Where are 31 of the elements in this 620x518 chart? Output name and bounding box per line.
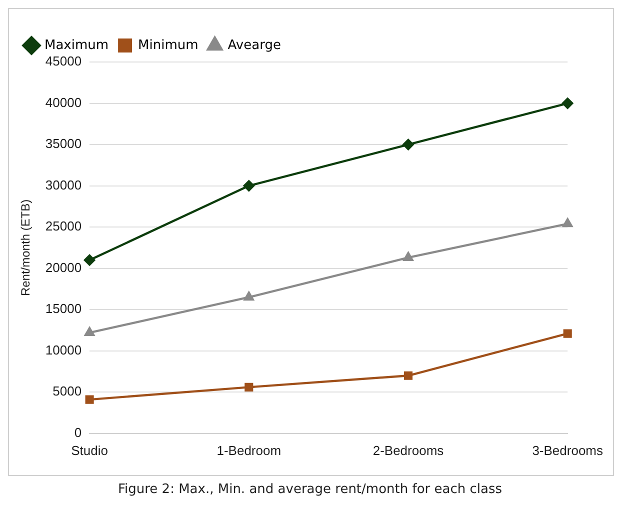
caption: Figure 2: Max., Min. and average rent/month for each class xyxy=(116,482,503,497)
point xyxy=(244,382,254,392)
x-tick-label: 3-Bedrooms xyxy=(532,442,604,458)
y-tick-label: 40000 xyxy=(45,94,82,110)
point xyxy=(244,292,254,301)
point xyxy=(85,395,94,404)
x-tick-label: 1-Bedroom xyxy=(216,442,282,458)
y-tick-label: 5000 xyxy=(52,384,82,399)
y-tick-label: 15000 xyxy=(45,301,82,316)
y-tick-label: 0 xyxy=(74,424,82,440)
y-tick-label: 10000 xyxy=(45,342,82,358)
point xyxy=(404,371,413,380)
y-axis-title: Rent/month (ETB) xyxy=(18,199,33,296)
point xyxy=(84,254,96,266)
y-tick-label: 35000 xyxy=(45,136,82,152)
legend-label: Maximum xyxy=(44,38,109,53)
y-tick-label: 45000 xyxy=(45,54,82,69)
x-tick-label: 2-Bedrooms xyxy=(372,442,444,458)
point xyxy=(563,329,572,338)
point xyxy=(243,180,254,192)
x-tick-label: Studio xyxy=(71,442,108,458)
point xyxy=(403,252,414,261)
legend-label: Avearge xyxy=(228,38,281,53)
y-tick-label: 20000 xyxy=(45,260,82,275)
point xyxy=(402,138,414,150)
point xyxy=(562,218,573,228)
y-tick-label: 30000 xyxy=(45,177,82,192)
point xyxy=(84,327,95,336)
legend-label: Minimum xyxy=(138,38,198,53)
y-tick-label: 25000 xyxy=(45,218,82,234)
point xyxy=(562,98,574,109)
